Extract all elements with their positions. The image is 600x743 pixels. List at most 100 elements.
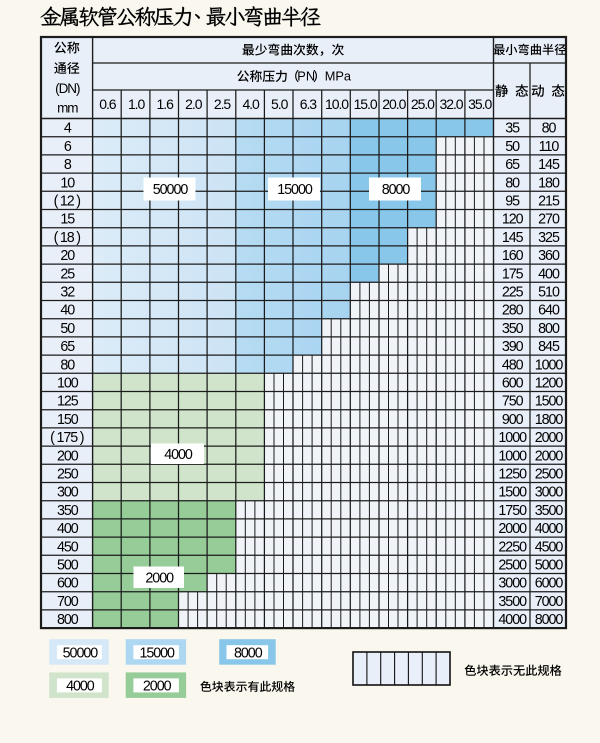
svg-text:5000: 5000 xyxy=(535,558,564,574)
svg-text:6: 6 xyxy=(64,139,72,155)
svg-text:8000: 8000 xyxy=(382,182,411,198)
svg-text:1.0: 1.0 xyxy=(128,96,146,112)
svg-text:225: 225 xyxy=(502,285,524,301)
svg-text:8: 8 xyxy=(64,157,72,173)
svg-text:750: 750 xyxy=(502,394,524,410)
svg-text:40: 40 xyxy=(60,303,75,319)
svg-text:150: 150 xyxy=(57,412,79,428)
svg-text:2000: 2000 xyxy=(498,521,527,537)
svg-text:2.5: 2.5 xyxy=(214,96,232,112)
svg-text:145: 145 xyxy=(502,230,524,246)
svg-text:2.0: 2.0 xyxy=(185,96,203,112)
svg-text:120: 120 xyxy=(502,212,524,228)
svg-text:270: 270 xyxy=(538,212,560,228)
svg-text:100: 100 xyxy=(57,376,79,392)
svg-text:4000: 4000 xyxy=(66,679,95,695)
svg-text:640: 640 xyxy=(538,303,560,319)
svg-text:20: 20 xyxy=(60,248,75,264)
svg-text:4000: 4000 xyxy=(535,521,564,537)
svg-text:80: 80 xyxy=(505,175,520,191)
svg-text:400: 400 xyxy=(57,521,79,537)
svg-text:95: 95 xyxy=(505,194,520,210)
svg-text:250: 250 xyxy=(57,467,79,483)
svg-text:600: 600 xyxy=(502,376,524,392)
svg-text:325: 325 xyxy=(538,230,560,246)
svg-text:50000: 50000 xyxy=(63,645,99,661)
svg-text:4500: 4500 xyxy=(535,539,564,555)
svg-text:65: 65 xyxy=(505,157,520,173)
svg-text:1750: 1750 xyxy=(498,503,527,519)
svg-text:145: 145 xyxy=(538,157,560,173)
svg-text:2500: 2500 xyxy=(498,558,527,574)
svg-text:15000: 15000 xyxy=(277,182,313,198)
svg-text:50: 50 xyxy=(60,321,75,337)
svg-text:110: 110 xyxy=(539,139,560,155)
svg-text:15.0: 15.0 xyxy=(354,96,378,112)
svg-text:700: 700 xyxy=(57,594,79,610)
svg-text:6.3: 6.3 xyxy=(300,96,318,112)
svg-text:1000: 1000 xyxy=(535,357,564,373)
svg-text:25.0: 25.0 xyxy=(411,96,435,112)
svg-text:80: 80 xyxy=(60,357,75,373)
svg-text:800: 800 xyxy=(538,321,560,337)
svg-text:300: 300 xyxy=(57,485,79,501)
svg-text:32.0: 32.0 xyxy=(439,96,463,112)
svg-text:35.0: 35.0 xyxy=(468,96,492,112)
svg-text:175: 175 xyxy=(502,266,524,282)
svg-text:5.0: 5.0 xyxy=(271,96,289,112)
svg-text:800: 800 xyxy=(57,612,79,628)
svg-text:450: 450 xyxy=(57,539,79,555)
svg-text:25: 25 xyxy=(60,266,75,282)
svg-text:1500: 1500 xyxy=(498,485,527,501)
svg-text:350: 350 xyxy=(57,503,79,519)
svg-text:280: 280 xyxy=(502,303,524,319)
svg-text:1200: 1200 xyxy=(535,376,564,392)
svg-text:2000: 2000 xyxy=(143,679,172,695)
svg-text:180: 180 xyxy=(538,175,560,191)
svg-text:10.0: 10.0 xyxy=(325,96,349,112)
svg-text:160: 160 xyxy=(502,248,524,264)
svg-text:500: 500 xyxy=(57,558,79,574)
svg-text:200: 200 xyxy=(57,448,79,464)
svg-text:600: 600 xyxy=(57,576,79,592)
svg-text:1500: 1500 xyxy=(535,394,564,410)
svg-text:510: 510 xyxy=(538,285,560,301)
svg-text:1000: 1000 xyxy=(498,430,527,446)
svg-text:15: 15 xyxy=(60,212,75,228)
svg-text:350: 350 xyxy=(502,321,524,337)
svg-text:1000: 1000 xyxy=(498,448,527,464)
svg-text:2000: 2000 xyxy=(145,570,174,586)
svg-text:MPa: MPa xyxy=(325,69,352,84)
svg-text:2000: 2000 xyxy=(535,430,564,446)
svg-text:845: 845 xyxy=(538,339,560,355)
svg-text:3000: 3000 xyxy=(535,485,564,501)
svg-text:2000: 2000 xyxy=(535,448,564,464)
svg-text:0.6: 0.6 xyxy=(99,96,117,112)
svg-text:6000: 6000 xyxy=(535,576,564,592)
svg-text:7000: 7000 xyxy=(535,594,564,610)
svg-text:2250: 2250 xyxy=(498,539,527,555)
svg-text:(DN): (DN) xyxy=(55,81,80,96)
svg-text:1250: 1250 xyxy=(498,467,527,483)
svg-text:2500: 2500 xyxy=(535,467,564,483)
svg-text:(18): (18) xyxy=(54,230,81,246)
svg-text:35: 35 xyxy=(505,121,520,137)
svg-text:(12): (12) xyxy=(54,194,81,210)
svg-text:20.0: 20.0 xyxy=(382,96,406,112)
svg-text:4000: 4000 xyxy=(498,612,527,628)
svg-text:4: 4 xyxy=(64,121,72,137)
svg-text:215: 215 xyxy=(538,194,560,210)
svg-text:mm: mm xyxy=(57,100,78,115)
svg-text:50000: 50000 xyxy=(153,182,189,198)
svg-text:10: 10 xyxy=(60,175,75,191)
svg-text:15000: 15000 xyxy=(139,645,175,661)
svg-text:480: 480 xyxy=(502,357,524,373)
svg-text:8000: 8000 xyxy=(535,612,564,628)
svg-text:390: 390 xyxy=(502,339,524,355)
svg-text:80: 80 xyxy=(542,121,557,137)
svg-text:4.0: 4.0 xyxy=(242,96,260,112)
svg-text:3000: 3000 xyxy=(498,576,527,592)
svg-text:1.6: 1.6 xyxy=(157,96,175,112)
svg-text:32: 32 xyxy=(60,285,75,301)
svg-text:900: 900 xyxy=(502,412,524,428)
